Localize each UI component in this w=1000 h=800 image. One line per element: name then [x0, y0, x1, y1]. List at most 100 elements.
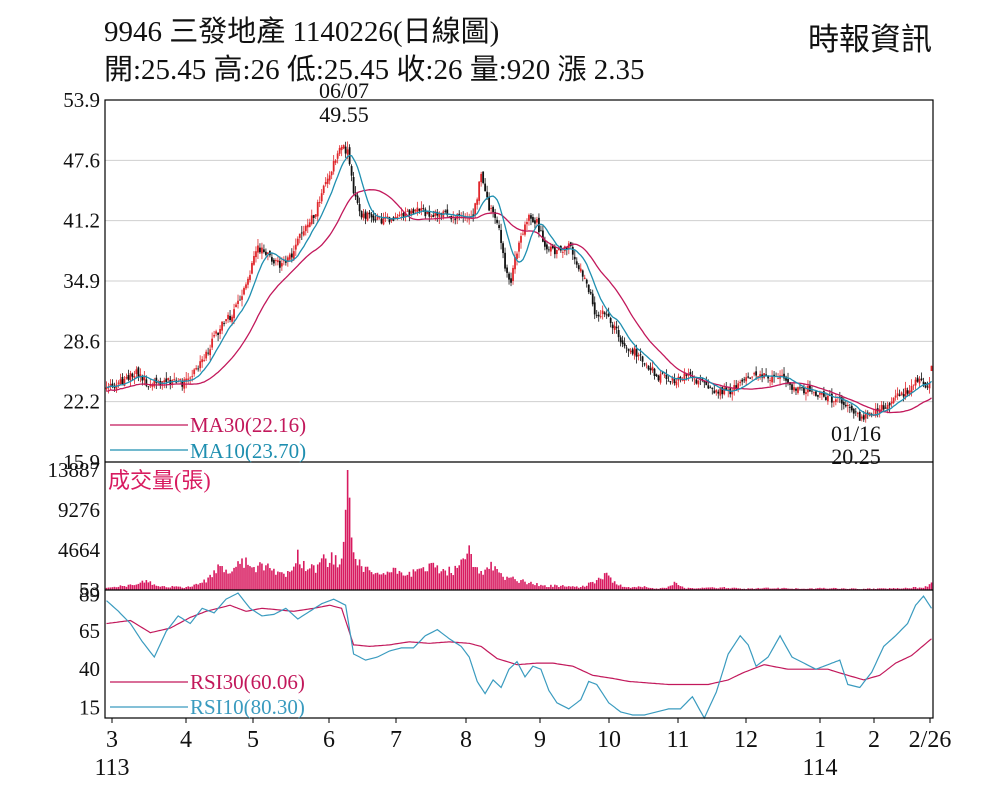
volume-bar	[633, 586, 636, 590]
volume-bar	[575, 586, 578, 590]
volume-bar	[324, 558, 327, 590]
candle-body	[205, 351, 208, 359]
volume-bar	[667, 586, 670, 590]
volume-bar	[380, 574, 383, 590]
candle-body	[631, 349, 634, 354]
volume-bar	[896, 588, 899, 590]
candle-body	[404, 212, 407, 217]
volume-bar	[685, 588, 688, 590]
candle-body	[518, 242, 520, 252]
volume-bar	[316, 564, 319, 590]
volume-bar	[649, 587, 652, 590]
volume-bar	[189, 586, 191, 590]
volume-bar	[615, 584, 618, 590]
rsi30-legend: RSI30(60.06)	[190, 670, 305, 694]
candle-body	[328, 175, 331, 181]
candle-body	[661, 372, 664, 374]
candle-body	[900, 392, 903, 395]
candle-body	[894, 395, 897, 398]
candle-body	[472, 214, 475, 216]
candle-body	[504, 252, 506, 269]
rsi-tick-label: 65	[79, 619, 100, 643]
candle-body	[820, 392, 823, 395]
candle-body	[147, 386, 150, 388]
candle-body	[362, 213, 365, 218]
candle-body	[420, 207, 423, 211]
volume-bar	[645, 587, 648, 590]
volume-bar	[354, 558, 357, 590]
price-tick-label: 22.2	[63, 390, 100, 414]
candle-body	[555, 250, 558, 255]
volume-bar	[699, 588, 702, 590]
candle-body	[318, 202, 321, 204]
volume-bar	[687, 587, 690, 590]
candle-body	[488, 196, 491, 211]
volume-bar	[193, 584, 195, 590]
volume-bar	[743, 588, 745, 590]
candle-body	[514, 257, 516, 270]
candle-body	[601, 310, 604, 314]
volume-bar	[239, 563, 241, 590]
candle-body	[117, 382, 120, 384]
volume-bar	[386, 571, 389, 590]
candle-body	[898, 394, 901, 397]
volume-tick-label: 53	[79, 578, 100, 602]
volume-bar	[416, 569, 419, 590]
volume-bar	[322, 554, 325, 590]
volume-bar	[243, 567, 245, 590]
volume-bar	[171, 585, 174, 590]
candle-body	[787, 378, 789, 384]
volume-bar	[926, 586, 929, 590]
volume-bar	[691, 588, 694, 590]
x-tick-label: 2	[868, 727, 880, 753]
volume-bar	[450, 572, 453, 590]
candle-body	[737, 383, 740, 389]
candle-body	[753, 373, 756, 375]
candle-body	[512, 267, 514, 282]
volume-bar	[751, 588, 753, 590]
candle-body	[458, 213, 461, 216]
candle-body	[211, 338, 214, 348]
volume-bar	[259, 562, 261, 590]
candle-body	[540, 230, 542, 232]
volume-bar	[203, 579, 205, 590]
volume-bar	[607, 575, 610, 590]
volume-bar	[468, 545, 470, 590]
candle-body	[657, 375, 660, 381]
volume-bar	[843, 588, 845, 590]
candle-body	[229, 315, 231, 321]
candle-body	[370, 214, 373, 218]
candle-body	[522, 233, 524, 235]
volume-bar	[785, 588, 787, 590]
candle-body	[502, 243, 504, 254]
volume-tick-label: 13887	[48, 458, 101, 482]
volume-bar	[143, 582, 146, 590]
volume-bar	[888, 588, 891, 590]
candle-body	[605, 314, 608, 316]
candle-body	[573, 256, 576, 260]
volume-bar	[139, 582, 142, 590]
candle-body	[819, 392, 821, 395]
volume-bar	[637, 586, 640, 590]
volume-bar	[410, 576, 413, 590]
volume-bar	[265, 565, 267, 590]
volume-bar	[671, 585, 674, 590]
volume-bar	[199, 583, 201, 590]
candle-body	[294, 244, 297, 250]
candle-body	[482, 171, 485, 183]
candle-body	[249, 275, 251, 280]
volume-bar	[872, 588, 875, 590]
candle-body	[207, 352, 210, 354]
price-tick-label: 15.9	[63, 450, 100, 474]
candle-body	[402, 212, 405, 217]
volume-bar	[482, 574, 484, 590]
volume-bar	[474, 567, 476, 590]
volume-bar	[924, 586, 927, 590]
candle-body	[418, 208, 421, 211]
volume-bar	[127, 584, 130, 590]
volume-bar	[854, 588, 857, 590]
candle-body	[219, 329, 221, 334]
candle-body	[344, 146, 347, 154]
candle-body	[685, 374, 688, 376]
volume-bar	[868, 588, 871, 590]
